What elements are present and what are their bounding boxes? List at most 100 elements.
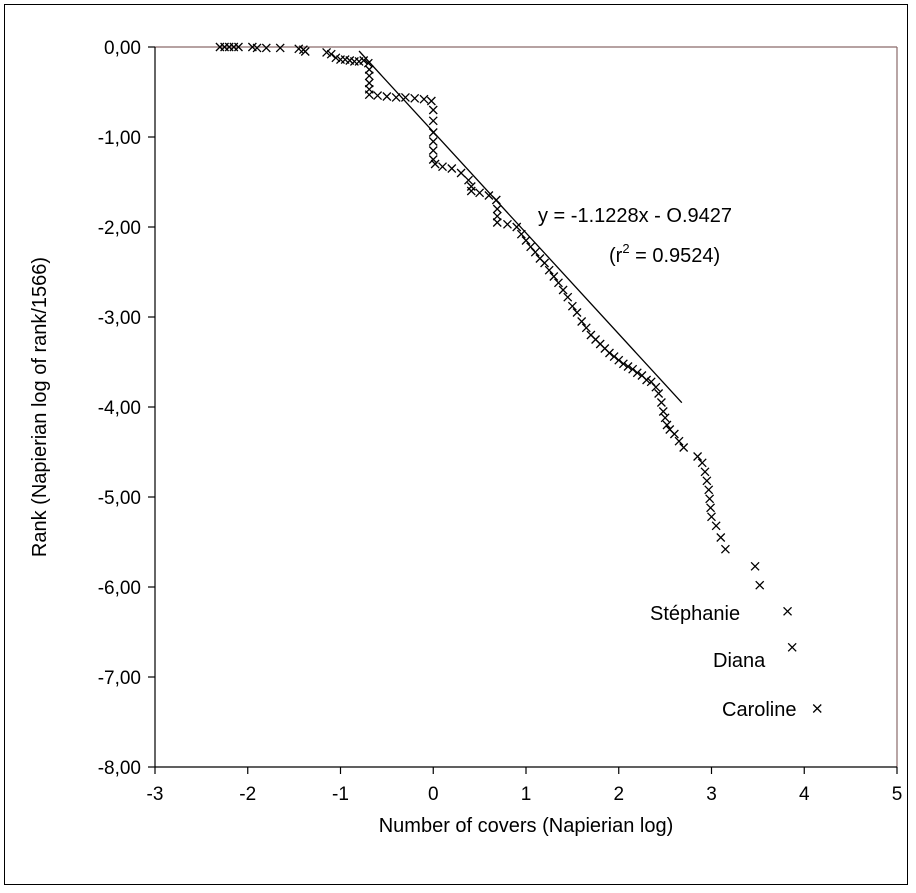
data-point	[364, 65, 374, 74]
x-tick-label: 4	[799, 784, 810, 805]
data-point	[364, 71, 374, 81]
trend-line	[358, 50, 683, 404]
data-points	[215, 42, 822, 713]
x-tick-label: -1	[332, 784, 349, 805]
data-point	[512, 222, 522, 232]
data-point	[540, 258, 550, 268]
y-tick-label: -4,00	[98, 398, 141, 419]
point-label-caroline: Caroline	[722, 699, 796, 721]
data-point	[428, 105, 438, 115]
data-point	[464, 175, 473, 185]
data-point	[544, 265, 554, 275]
data-point	[577, 317, 587, 326]
data-point	[750, 561, 760, 571]
data-point	[252, 43, 262, 53]
y-tick-label: 0,00	[104, 38, 141, 59]
data-point	[426, 96, 436, 106]
data-point	[697, 458, 707, 468]
data-point	[502, 219, 512, 229]
data-point	[428, 155, 438, 164]
y-tick-label: -3,00	[98, 308, 141, 329]
data-point	[466, 186, 476, 196]
data-point	[275, 43, 285, 53]
data-point	[614, 355, 624, 365]
equation-label: y = -1.1228x - O.9427	[538, 205, 732, 227]
data-point	[530, 247, 540, 257]
x-tick-label: 5	[892, 784, 903, 805]
data-point	[484, 191, 494, 200]
x-axis-title: Number of covers (Napierian log)	[379, 815, 674, 837]
data-point	[419, 94, 429, 104]
data-point	[554, 278, 563, 288]
data-point	[642, 375, 652, 385]
data-point	[662, 420, 672, 430]
data-point	[787, 642, 797, 652]
data-point	[651, 382, 661, 392]
data-point	[658, 407, 668, 416]
data-point	[605, 348, 614, 358]
data-point	[716, 533, 726, 542]
point-label-diana: Diana	[713, 650, 766, 672]
y-tick-label: -1,00	[98, 128, 141, 149]
data-point	[693, 452, 703, 461]
data-point	[581, 323, 591, 333]
data-point	[456, 168, 466, 178]
data-point	[521, 236, 531, 245]
data-point	[679, 443, 689, 452]
data-point	[567, 301, 577, 311]
data-point	[428, 137, 438, 146]
data-point	[704, 485, 714, 495]
data-point	[373, 91, 383, 101]
y-axis-ticks: 0,00 -1,00 -2,00 -3,00 -4,00 -5,00 -6,00 -7,00 -…	[98, 38, 155, 779]
data-point	[572, 308, 582, 317]
x-tick-label: 2	[613, 784, 624, 805]
x-tick-label: 0	[428, 784, 439, 805]
data-point	[261, 43, 271, 53]
data-point	[706, 503, 716, 513]
data-point	[492, 218, 502, 227]
y-axis-title: Rank (Napierian log of rank/1566)	[29, 257, 51, 557]
plot-area	[155, 47, 897, 767]
data-point	[438, 162, 447, 172]
x-tick-label: 3	[706, 784, 717, 805]
data-point	[322, 47, 332, 57]
data-point	[234, 42, 243, 52]
data-point	[628, 364, 638, 374]
r-squared-label: (r2 = 0.9524)	[609, 241, 720, 267]
data-point	[359, 56, 369, 65]
data-point	[674, 436, 684, 446]
data-point	[558, 285, 568, 295]
data-point	[711, 521, 721, 531]
data-point	[475, 188, 485, 198]
data-point	[410, 93, 420, 103]
data-point	[428, 146, 438, 155]
data-point	[654, 389, 664, 398]
data-point	[400, 92, 410, 102]
data-point	[700, 467, 710, 477]
data-point	[430, 159, 440, 169]
data-point	[382, 92, 392, 101]
data-point	[669, 429, 679, 439]
x-tick-label: 1	[521, 784, 532, 805]
data-point	[300, 47, 310, 56]
data-point	[492, 211, 502, 221]
y-tick-label: -7,00	[98, 668, 141, 689]
chart-frame	[4, 4, 908, 885]
data-point	[609, 352, 619, 362]
data-point	[632, 368, 642, 378]
data-point	[428, 116, 438, 126]
data-point	[623, 362, 633, 371]
y-tick-label: -2,00	[98, 218, 141, 239]
data-point	[364, 90, 374, 100]
data-point	[660, 413, 670, 423]
data-point	[549, 272, 559, 281]
data-point	[783, 606, 793, 616]
data-point	[702, 476, 712, 486]
data-point	[812, 704, 822, 713]
data-point	[492, 204, 502, 214]
y-tick-label: -8,00	[98, 758, 141, 779]
data-point	[364, 78, 374, 88]
data-point	[618, 359, 628, 369]
x-tick-label: -2	[239, 784, 256, 805]
